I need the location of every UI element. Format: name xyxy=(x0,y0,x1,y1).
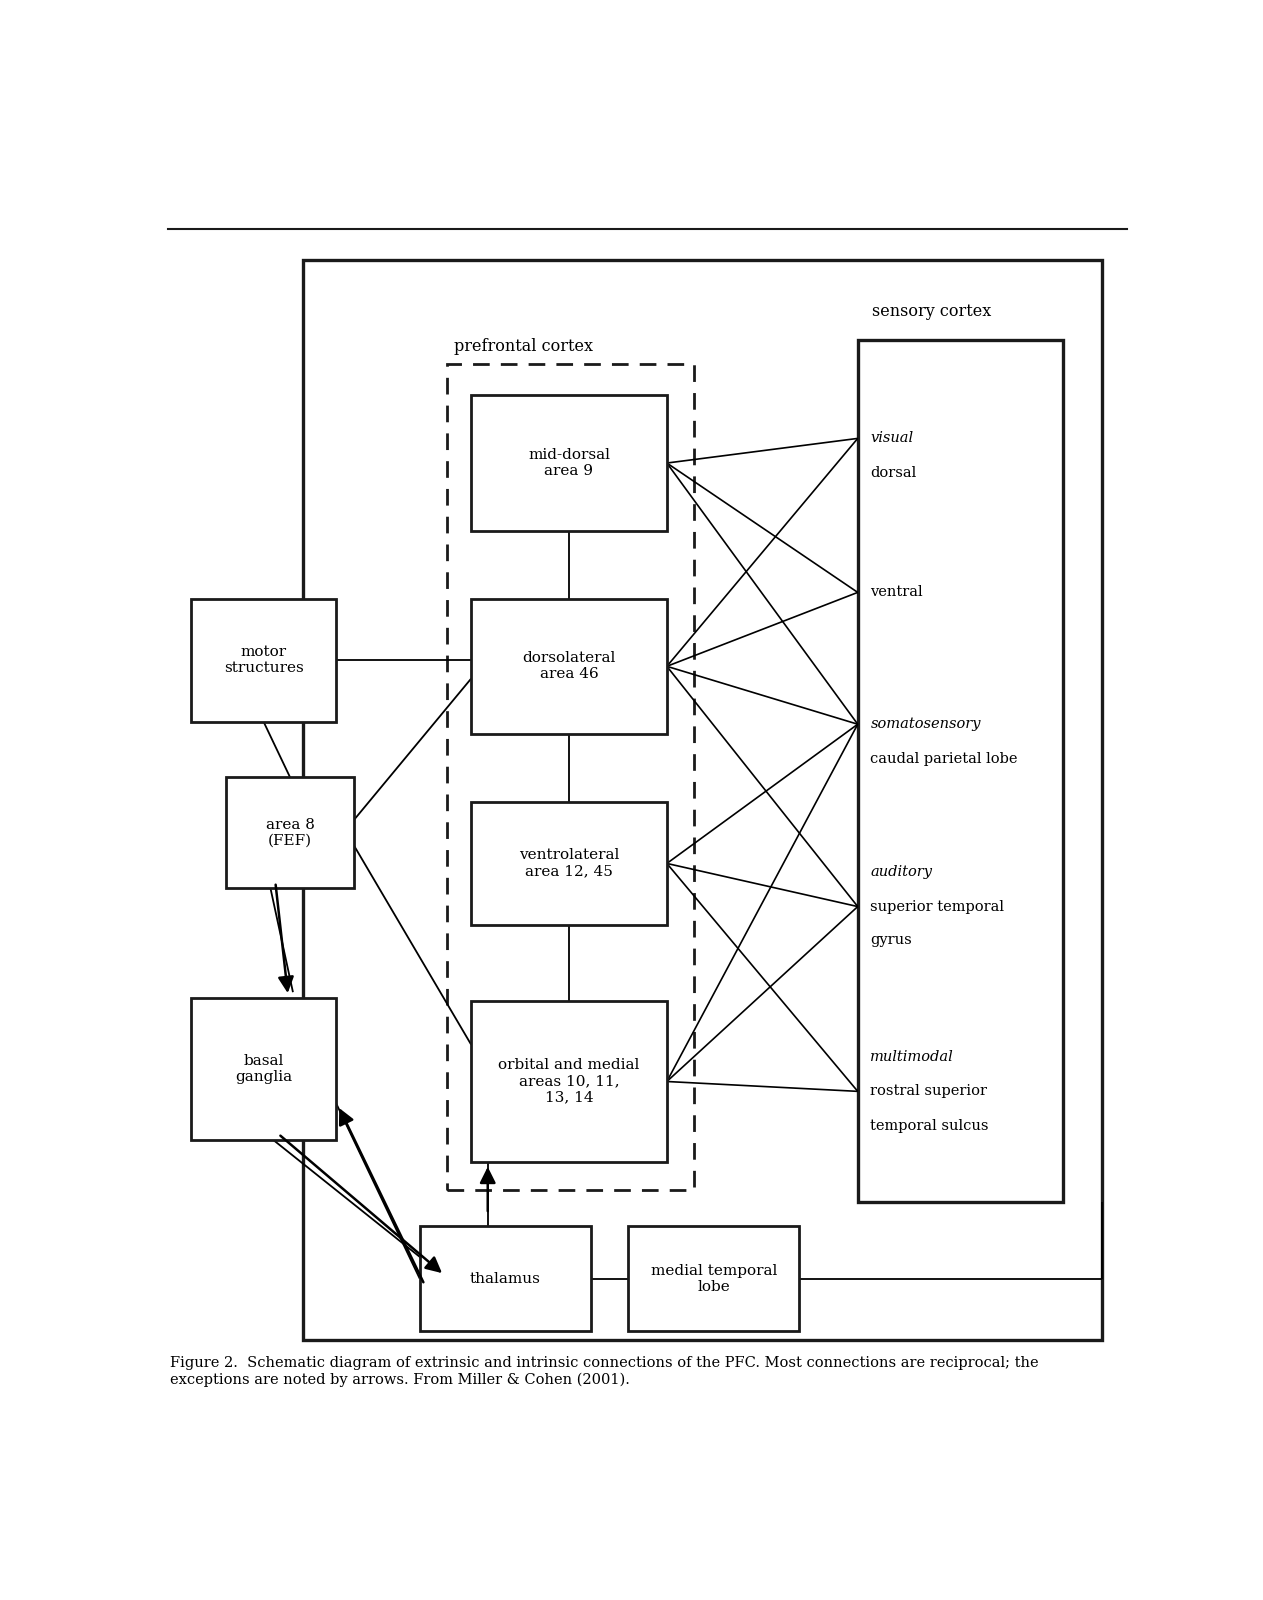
Text: dorsolateral
area 46: dorsolateral area 46 xyxy=(523,651,615,682)
Text: auditory: auditory xyxy=(870,866,932,878)
Bar xyxy=(447,365,695,1190)
Bar xyxy=(191,598,336,722)
Text: Figure 2.  Schematic diagram of extrinsic and intrinsic connections of the PFC. : Figure 2. Schematic diagram of extrinsic… xyxy=(169,1357,1038,1387)
Text: prefrontal cortex: prefrontal cortex xyxy=(455,338,594,355)
Text: rostral superior: rostral superior xyxy=(870,1085,988,1098)
Text: caudal parietal lobe: caudal parietal lobe xyxy=(870,752,1018,766)
Text: visual: visual xyxy=(870,432,913,445)
Text: superior temporal: superior temporal xyxy=(870,899,1004,914)
Bar xyxy=(419,1226,591,1331)
Text: ventral: ventral xyxy=(870,586,923,600)
Bar xyxy=(226,778,354,888)
Text: basal
ganglia: basal ganglia xyxy=(235,1054,292,1085)
Text: sensory cortex: sensory cortex xyxy=(873,302,991,320)
Bar xyxy=(471,395,667,531)
Text: area 8
(FEF): area 8 (FEF) xyxy=(265,818,314,848)
Bar xyxy=(303,259,1103,1341)
Text: ventrolateral
area 12, 45: ventrolateral area 12, 45 xyxy=(519,848,619,878)
Bar xyxy=(471,598,667,734)
Text: mid-dorsal
area 9: mid-dorsal area 9 xyxy=(528,448,610,478)
Bar xyxy=(628,1226,799,1331)
Bar xyxy=(471,802,667,925)
Text: thalamus: thalamus xyxy=(470,1272,541,1286)
Text: dorsal: dorsal xyxy=(870,466,917,480)
Text: orbital and medial
areas 10, 11,
13, 14: orbital and medial areas 10, 11, 13, 14 xyxy=(499,1058,639,1104)
Bar xyxy=(191,998,336,1141)
Bar xyxy=(858,339,1063,1202)
Text: gyrus: gyrus xyxy=(870,933,912,947)
Bar xyxy=(471,1002,667,1162)
Text: somatosensory: somatosensory xyxy=(870,717,981,731)
Text: temporal sulcus: temporal sulcus xyxy=(870,1118,989,1133)
Text: medial temporal
lobe: medial temporal lobe xyxy=(650,1264,777,1294)
Text: motor
structures: motor structures xyxy=(224,645,303,675)
Text: multimodal: multimodal xyxy=(870,1050,955,1064)
